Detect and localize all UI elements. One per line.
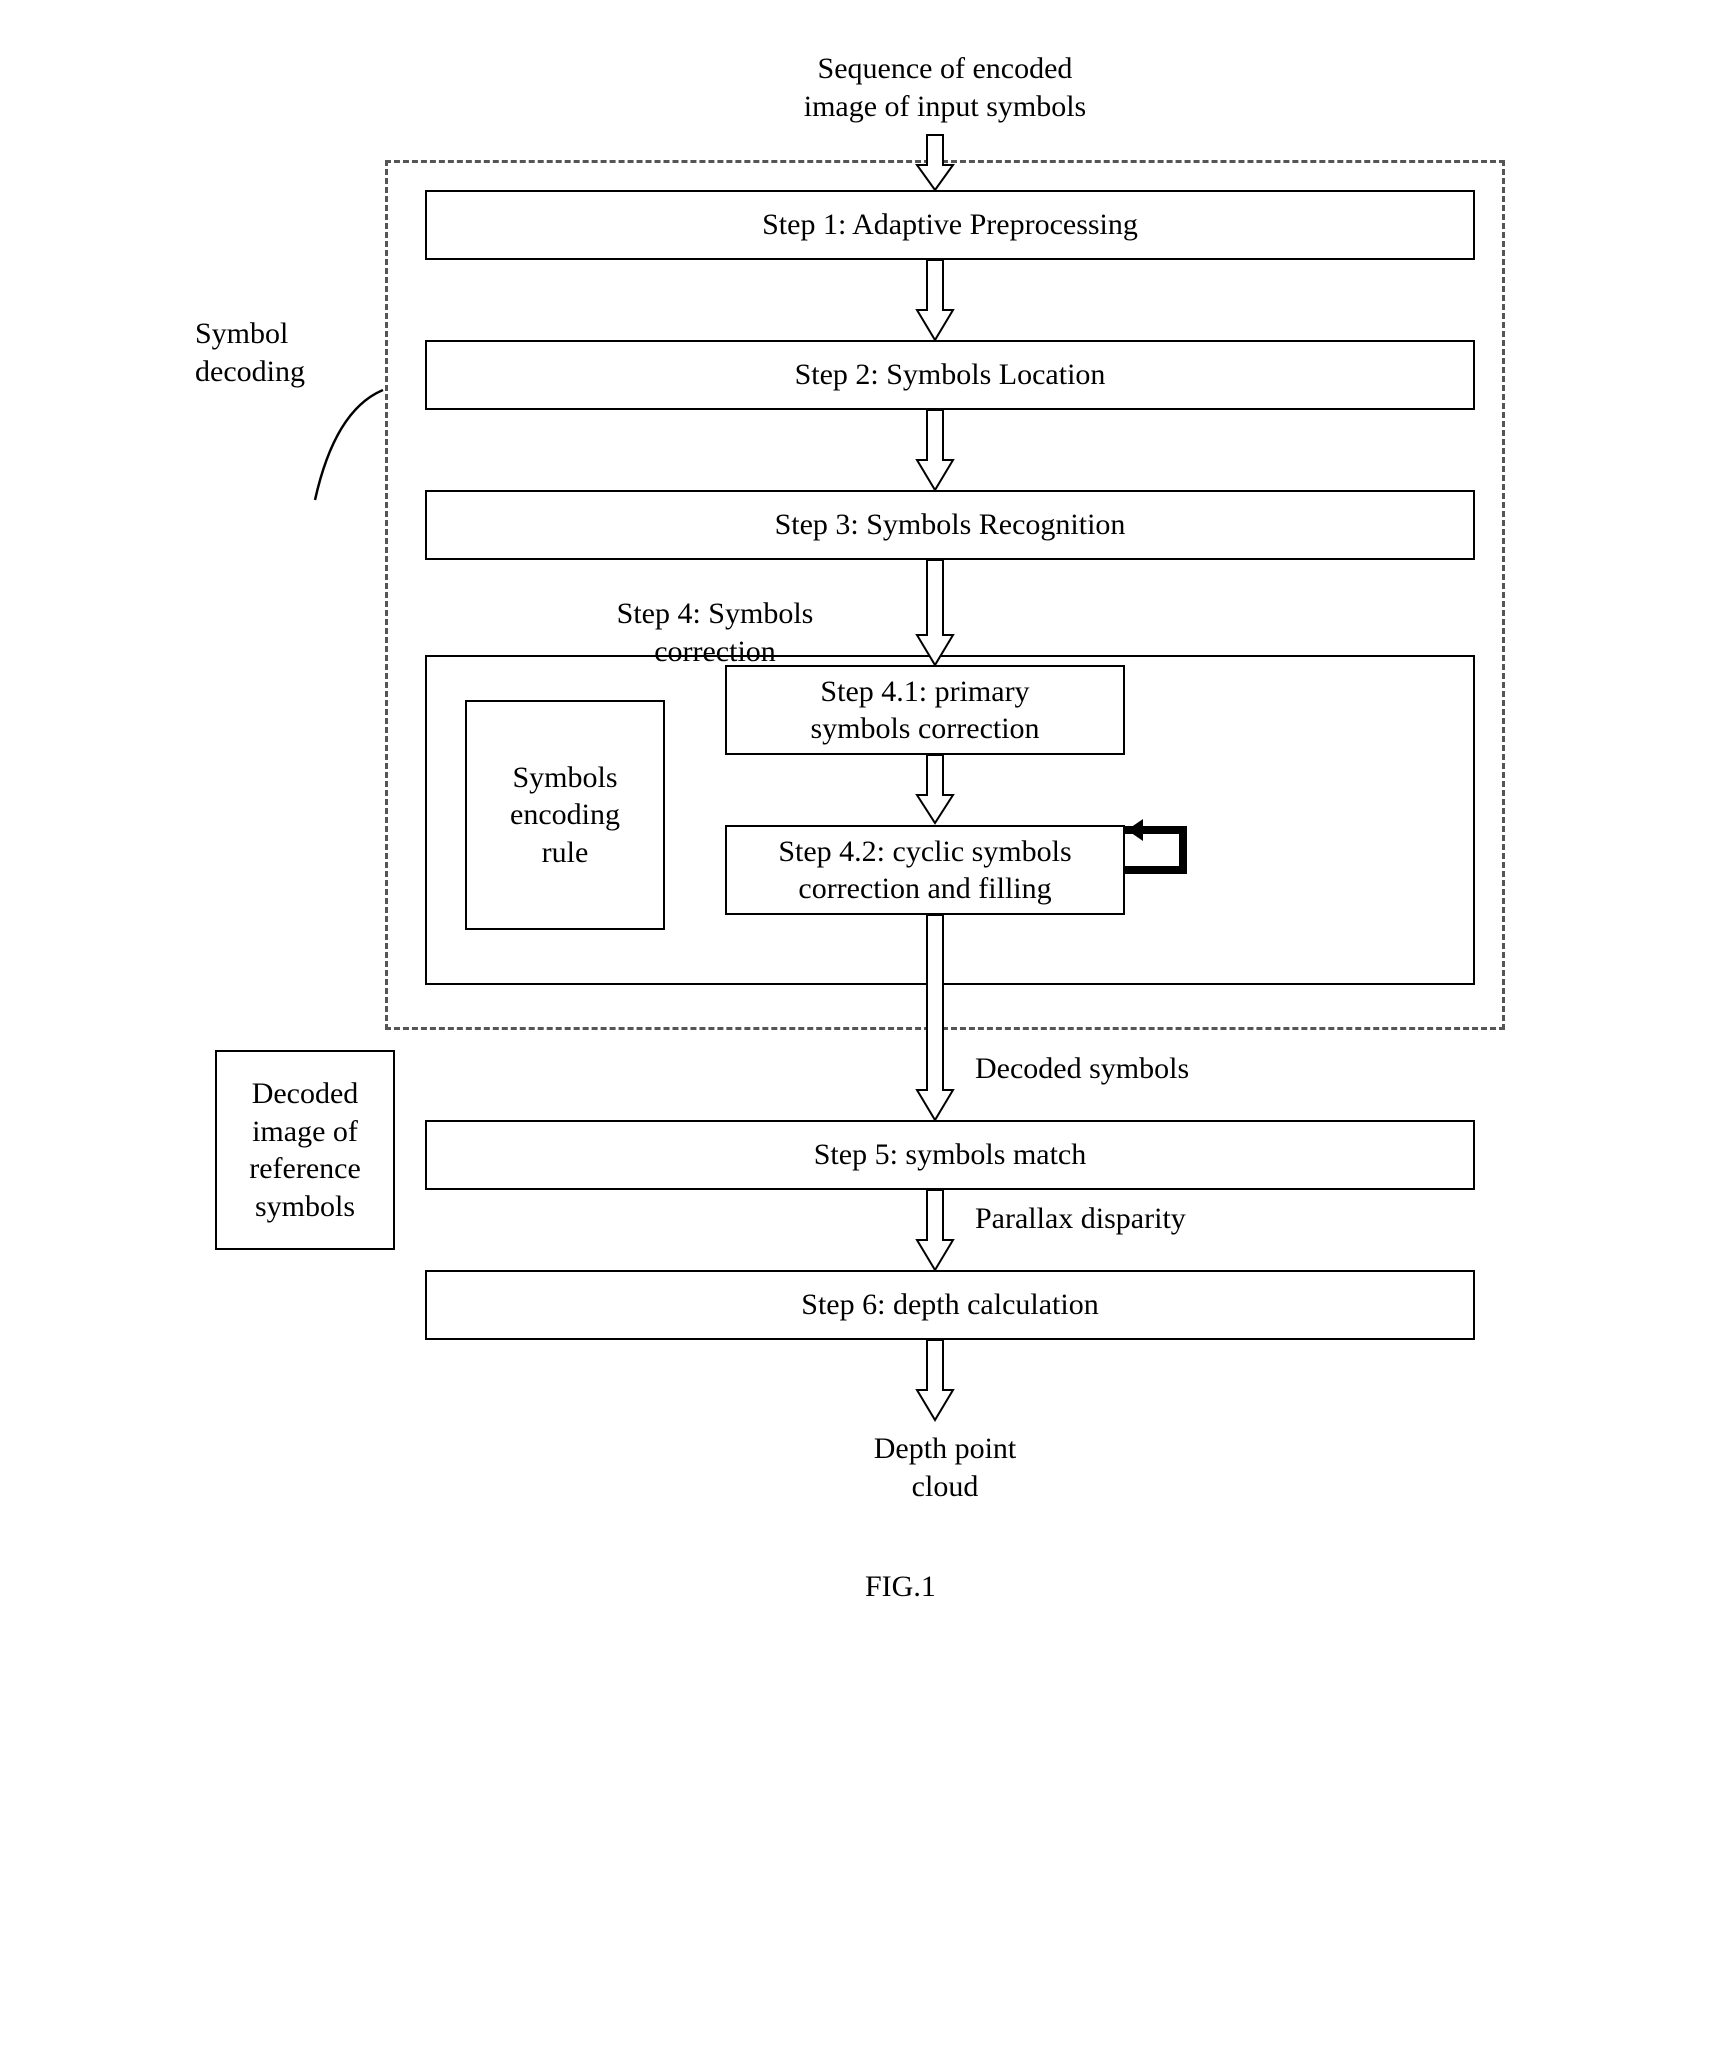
arrow-6-to-out xyxy=(917,1340,953,1420)
arrow-in-to-1 xyxy=(917,135,953,190)
arrow-42-to-5 xyxy=(917,915,953,1120)
arrow-5-to-6 xyxy=(917,1190,953,1270)
arrow-1-to-2 xyxy=(917,260,953,340)
arrow-41-to-42 xyxy=(917,755,953,823)
arrow-2-to-3 xyxy=(917,410,953,490)
arrow-3-to-41 xyxy=(917,560,953,665)
flowchart-canvas: Sequence of encodedimage of input symbol… xyxy=(165,40,1565,1740)
arrows-layer xyxy=(165,40,1565,1740)
